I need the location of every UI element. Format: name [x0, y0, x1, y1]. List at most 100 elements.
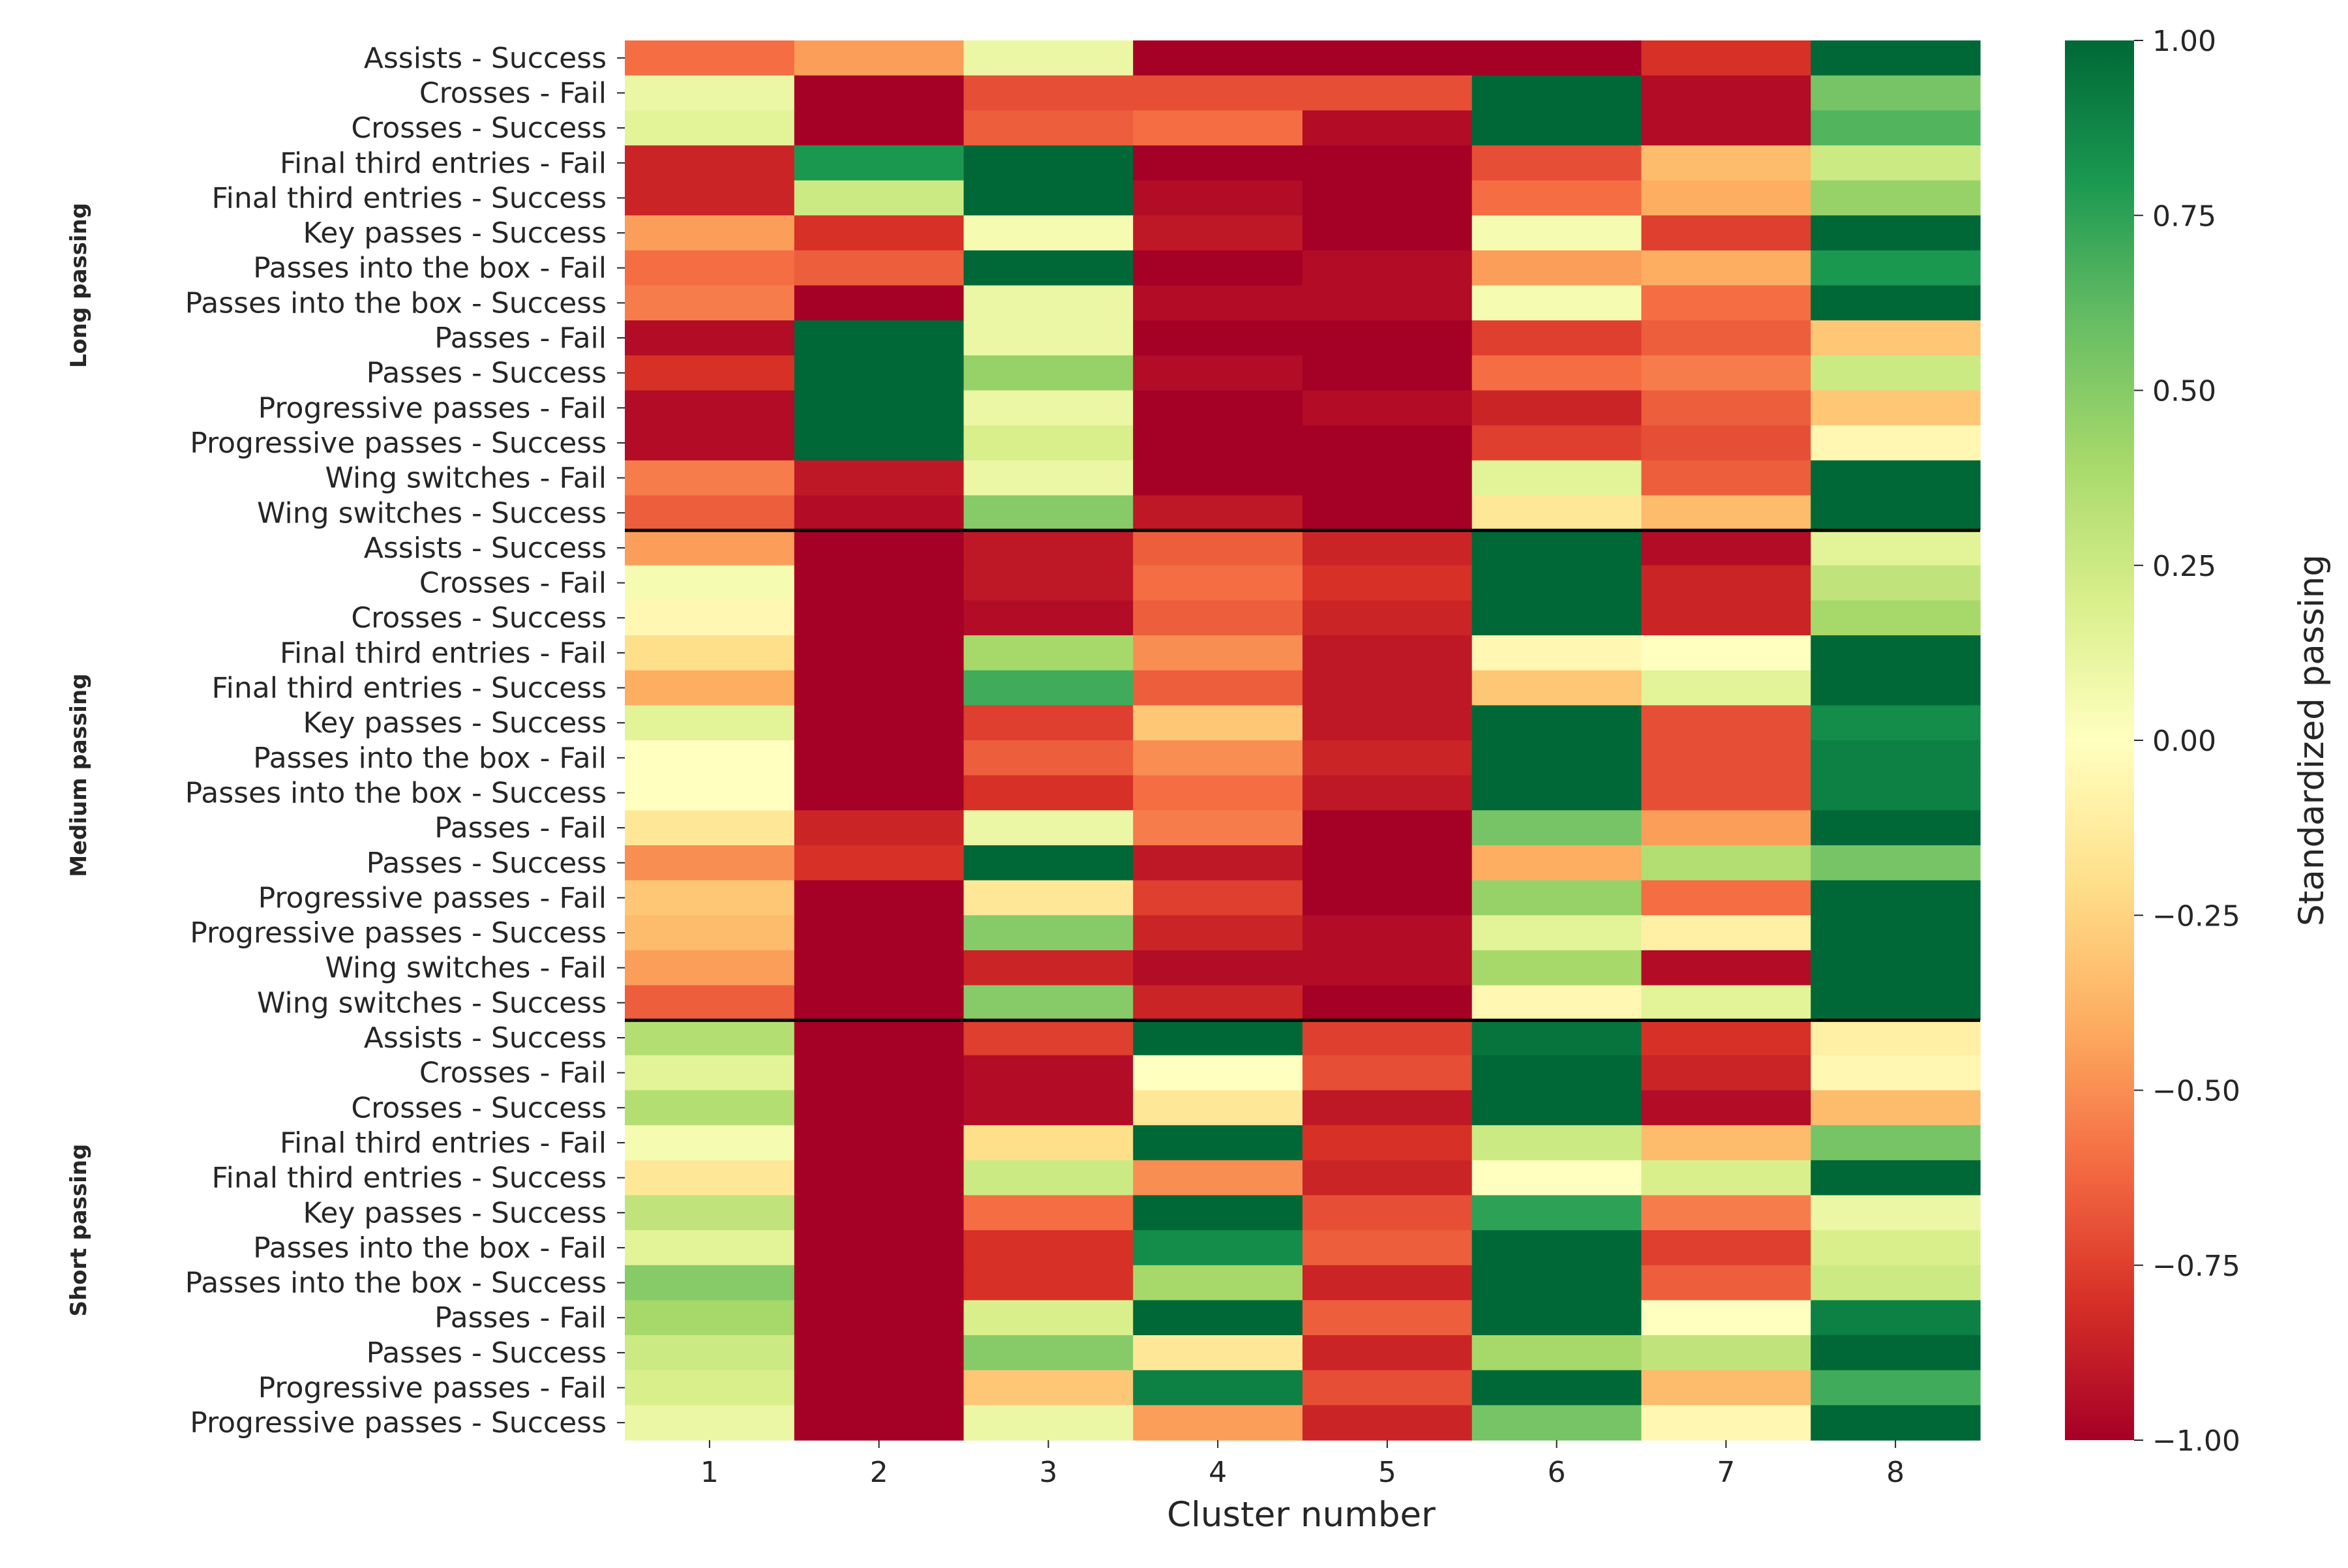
- heatmap-cell: [794, 670, 965, 706]
- heatmap-cell: [1133, 775, 1303, 811]
- heatmap-cell: [1302, 1020, 1473, 1056]
- heatmap-cell: [1133, 635, 1303, 671]
- heatmap-cell: [1133, 600, 1303, 636]
- row-label: Passes - Success: [367, 847, 607, 880]
- heatmap-cell: [1133, 530, 1303, 566]
- heatmap-cell: [1302, 460, 1473, 496]
- heatmap-cell: [625, 1160, 795, 1196]
- row-label: Final third entries - Fail: [280, 1126, 607, 1160]
- heatmap-cell: [625, 215, 795, 251]
- heatmap-cell: [1302, 495, 1473, 531]
- heatmap-cell: [1133, 145, 1303, 181]
- heatmap-cell: [794, 285, 965, 321]
- group-label: Medium passing: [66, 673, 92, 877]
- heatmap-cell: [1302, 1090, 1473, 1126]
- heatmap-cell: [794, 600, 965, 636]
- heatmap-cell: [625, 390, 795, 426]
- heatmap-cell: [1811, 705, 1981, 741]
- heatmap-cell: [963, 880, 1134, 916]
- heatmap-cell: [1641, 670, 1811, 706]
- heatmap-cell: [1302, 1160, 1473, 1196]
- heatmap-cell: [1133, 810, 1303, 846]
- heatmap-cell: [1811, 320, 1981, 356]
- row-label: Final third entries - Success: [212, 672, 607, 705]
- heatmap-cell: [963, 355, 1134, 391]
- heatmap-cell: [1471, 740, 1642, 776]
- x-axis-label: Cluster number: [1167, 1495, 1436, 1535]
- heatmap-cell: [963, 495, 1134, 531]
- group-labels: Long passing Medium passing Short passing: [66, 203, 92, 1317]
- heatmap-cell: [1471, 635, 1642, 671]
- heatmap-cell: [1302, 285, 1473, 321]
- heatmap-cell: [1133, 1300, 1303, 1336]
- heatmap-cell: [1641, 40, 1811, 76]
- row-label: Passes into the box - Success: [185, 1267, 607, 1300]
- heatmap-cell: [963, 180, 1134, 216]
- heatmap-cell: [794, 1090, 965, 1126]
- heatmap-cell: [1133, 40, 1303, 76]
- heatmap-cell: [963, 215, 1134, 251]
- colorbar-tick-label: −0.50: [2152, 1075, 2240, 1108]
- heatmap-cell: [794, 460, 965, 496]
- heatmap-cell: [794, 1195, 965, 1231]
- heatmap-cell: [1641, 1125, 1811, 1161]
- heatmap-cell: [1302, 250, 1473, 286]
- heatmap-cell: [625, 320, 795, 356]
- heatmap-cell: [963, 1195, 1134, 1231]
- heatmap-cell: [1133, 1370, 1303, 1406]
- heatmap-cell: [963, 145, 1134, 181]
- heatmap-cell: [794, 1265, 965, 1301]
- heatmap-cell: [1133, 1160, 1303, 1196]
- heatmap-cell: [1471, 600, 1642, 636]
- heatmap-cell: [625, 40, 795, 76]
- heatmap-cell: [1811, 250, 1981, 286]
- group-label: Long passing: [66, 203, 92, 368]
- heatmap-cell: [1641, 460, 1811, 496]
- row-label: Crosses - Success: [351, 112, 607, 145]
- row-label: Crosses - Success: [351, 601, 607, 635]
- heatmap-cell: [625, 1370, 795, 1406]
- heatmap-cell: [1133, 250, 1303, 286]
- heatmap-cell: [1471, 40, 1642, 76]
- heatmap-cell: [1471, 705, 1642, 741]
- heatmap-cell: [1641, 110, 1811, 146]
- heatmap-cell: [625, 1055, 795, 1091]
- heatmap-cell: [794, 1055, 965, 1091]
- heatmap-cell: [625, 1230, 795, 1266]
- colorbar: [2065, 40, 2134, 1440]
- heatmap-cell: [1471, 880, 1642, 916]
- colorbar-ticks: 1.00 0.75 0.50 0.25 0.00 −0.25 −0.50 −0.75 −1.00: [2134, 25, 2240, 1458]
- row-label: Assists - Success: [364, 42, 607, 75]
- heatmap-cell: [1811, 1020, 1981, 1056]
- row-label: Wing switches - Success: [257, 496, 607, 530]
- heatmap-cell: [1641, 740, 1811, 776]
- heatmap-cell: [794, 75, 965, 111]
- heatmap-cell: [794, 1335, 965, 1371]
- heatmap-cell: [1641, 600, 1811, 636]
- heatmap-cell: [1471, 985, 1642, 1021]
- heatmap-cell: [625, 180, 795, 216]
- heatmap-cell: [1641, 705, 1811, 741]
- heatmap-cell: [963, 705, 1134, 741]
- heatmap-cell: [963, 1090, 1134, 1126]
- heatmap-cell: [1133, 1405, 1303, 1441]
- heatmap-cell: [1811, 425, 1981, 461]
- heatmap-cell: [963, 40, 1134, 76]
- heatmap-cell: [794, 180, 965, 216]
- heatmap-cell: [625, 985, 795, 1021]
- heatmap-cell: [794, 145, 965, 181]
- column-labels: 1 2 3 4 5 6 7 8: [700, 1440, 1904, 1489]
- heatmap-cell: [1133, 110, 1303, 146]
- colorbar-label: Standardized passing: [2292, 554, 2332, 926]
- heatmap-cell: [1471, 1230, 1642, 1266]
- heatmap-cell: [1811, 530, 1981, 566]
- heatmap-cell: [1133, 495, 1303, 531]
- column-label: 2: [870, 1456, 888, 1489]
- heatmap-cell: [1302, 810, 1473, 846]
- heatmap-cell: [963, 1230, 1134, 1266]
- column-label: 6: [1548, 1456, 1566, 1489]
- heatmap-cell: [1811, 950, 1981, 986]
- heatmap-cell: [963, 985, 1134, 1021]
- heatmap-cell: [1641, 1405, 1811, 1441]
